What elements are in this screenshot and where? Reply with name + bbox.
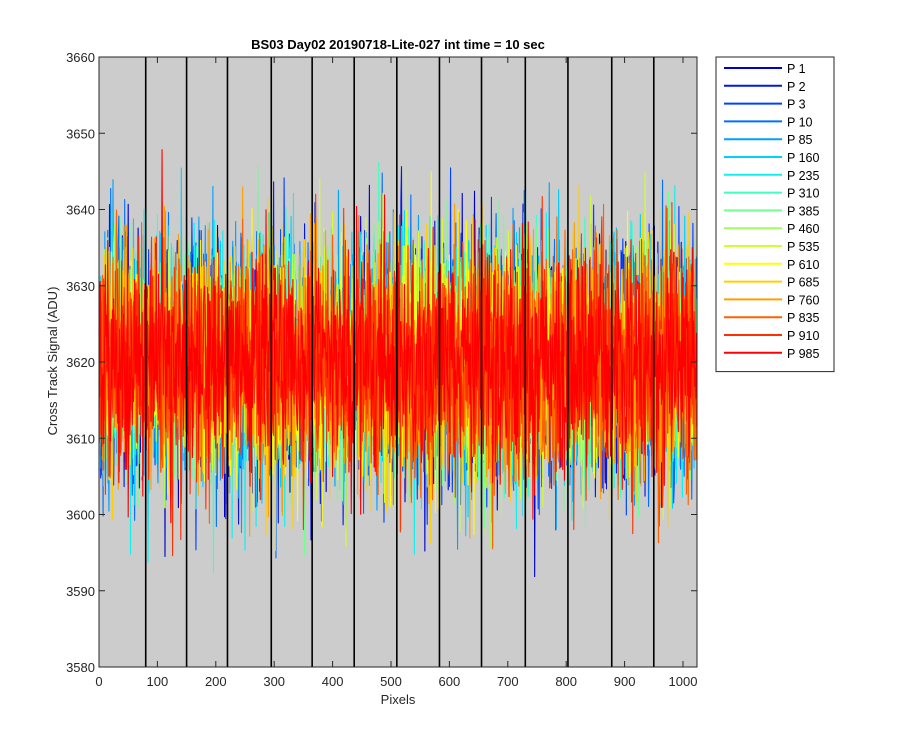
legend-label: P 685 [787,276,819,290]
legend-label: P 2 [787,80,806,94]
x-tick-label: 1000 [669,674,698,689]
x-tick-label: 900 [614,674,636,689]
y-axis-label: Cross Track Signal (ADU) [45,287,60,436]
legend-label: P 985 [787,347,819,361]
y-tick-label: 3630 [66,279,95,294]
legend: P 1 P 2 P 3 P 10 P 85 P 160 P 235 P 310 P 385 P 4… [715,56,835,373]
x-tick-label: 600 [439,674,461,689]
legend-label: P 85 [787,133,813,147]
legend-label: P 610 [787,258,819,272]
x-tick-label: 400 [322,674,344,689]
y-tick-label: 3610 [66,431,95,446]
legend-label: P 1 [787,62,806,76]
x-tick-label: 200 [205,674,227,689]
legend-label: P 310 [787,187,819,201]
legend-label: P 835 [787,311,819,325]
legend-label: P 235 [787,169,819,183]
y-tick-label: 3660 [66,50,95,65]
y-tick-label: 3620 [66,355,95,370]
y-tick-label: 3650 [66,126,95,141]
x-tick-label: 700 [497,674,519,689]
legend-label: P 3 [787,98,806,112]
legend-label: P 460 [787,222,819,236]
x-axis-label: Pixels [381,692,416,707]
x-tick-label: 800 [555,674,577,689]
legend-box [715,56,835,373]
x-tick-label: 0 [95,674,102,689]
x-tick-label: 500 [380,674,402,689]
y-tick-label: 3640 [66,203,95,218]
x-tick-label: 300 [263,674,285,689]
legend-label: P 910 [787,329,819,343]
series-line-16 [98,149,697,524]
y-tick-label: 3580 [66,660,95,675]
plot-area [98,57,697,667]
legend-label: P 760 [787,293,819,307]
legend-label: P 535 [787,240,819,254]
y-tick-label: 3590 [66,584,95,599]
legend-label: P 10 [787,115,813,129]
axes: 0 100 200 300 400 500 600 700 800 900 1000 3580 3590… [66,50,698,689]
chart-title: BS03 Day02 20190718-Lite-027 int time = … [251,37,545,52]
legend-label: P 385 [787,204,819,218]
legend-label: P 160 [787,151,819,165]
y-tick-label: 3600 [66,508,95,523]
x-tick-label: 100 [147,674,169,689]
